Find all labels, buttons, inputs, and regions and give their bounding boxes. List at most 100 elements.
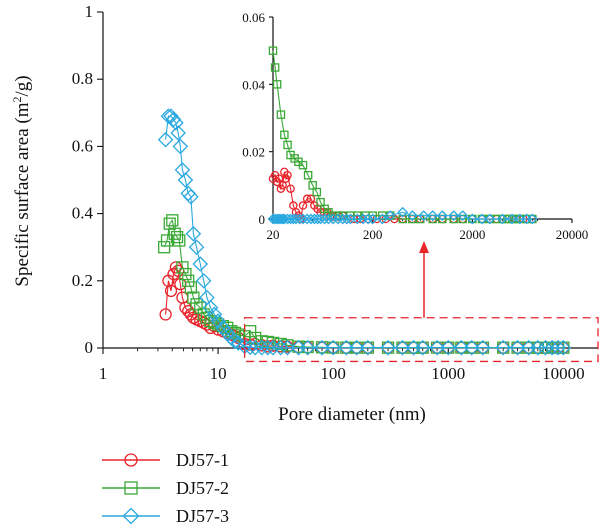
main-point-dj57-3 — [550, 339, 566, 356]
main-y-tick-label: 0.4 — [72, 204, 94, 223]
inset-point-dj57-3 — [384, 210, 396, 222]
main-point-dj57-2 — [179, 267, 192, 281]
inset-point-dj57-2 — [272, 80, 282, 89]
legend-marker-dj57-2 — [124, 481, 138, 495]
inset-point-dj57-3 — [496, 213, 508, 225]
main-point-dj57-3 — [495, 339, 511, 356]
main-point-dj57-3 — [227, 333, 243, 350]
inset-point-dj57-2 — [283, 140, 292, 150]
legend-marker-dj57-3 — [122, 507, 140, 525]
main-point-dj57-3 — [544, 339, 560, 356]
main-point-dj57-3 — [177, 172, 194, 188]
main-point-dj57-3 — [206, 306, 223, 323]
inset-point-dj57-3 — [312, 213, 323, 225]
main-axes: 0 0.2 0.4 0.6 0.8 1 1 10 100 1000 10000 — [72, 2, 598, 383]
inset-point-dj57-3 — [297, 213, 309, 225]
inset-point-dj57-3 — [448, 210, 460, 222]
inset-point-dj57-1 — [283, 170, 292, 180]
main-point-dj57-3 — [555, 339, 572, 356]
inset-point-dj57-3 — [427, 210, 439, 222]
inset-point-dj57-3 — [332, 213, 344, 225]
inset-point-dj57-3 — [294, 213, 306, 225]
main-point-dj57-2 — [204, 314, 217, 328]
inset-point-dj57-1 — [278, 181, 287, 190]
main-point-dj57-3 — [463, 339, 480, 356]
main-series-layer — [157, 108, 572, 356]
inset-point-dj57-3 — [301, 213, 313, 225]
inset-point-dj57-2 — [270, 63, 280, 72]
legend-marker-dj57-1 — [124, 453, 138, 467]
main-y-tick-label: 0.8 — [72, 69, 93, 88]
inset-point-dj57-3 — [476, 213, 488, 225]
inset-point-dj57-3 — [484, 213, 496, 225]
inset-x-tick-label: 200 — [363, 227, 383, 242]
legend-label-dj57-3: DJ57-3 — [176, 506, 229, 526]
main-point-dj57-2 — [197, 308, 210, 321]
main-point-dj57-3 — [247, 339, 263, 356]
main-point-dj57-3 — [195, 273, 212, 289]
main-point-dj57-3 — [265, 339, 281, 356]
main-point-dj57-3 — [453, 339, 470, 356]
main-point-dj57-3 — [185, 225, 202, 242]
main-x-tick-label: 10000 — [542, 364, 585, 383]
main-point-dj57-3 — [259, 339, 276, 356]
main-point-dj57-3 — [192, 256, 209, 272]
legend: DJ57-1 DJ57-2 DJ57-3 — [102, 450, 229, 526]
inset-point-dj57-3 — [418, 210, 430, 222]
inset-point-dj57-3 — [341, 213, 353, 225]
inset-point-dj57-2 — [312, 187, 322, 197]
inset-point-dj57-1 — [286, 184, 295, 193]
y-axis-title-tail: /g) — [12, 75, 33, 96]
y-axis-title-main: Specific surface area (m — [12, 102, 33, 286]
main-y-tick-label: 1 — [85, 2, 94, 21]
inset-point-dj57-3 — [526, 213, 538, 225]
main-point-dj57-3 — [170, 125, 186, 141]
y-axis-title-superscript: 2 — [10, 97, 24, 103]
inset-point-dj57-1 — [306, 194, 316, 204]
main-point-dj57-1 — [169, 261, 183, 274]
main-y-tick-label: 0 — [85, 338, 94, 357]
main-x-tick-label: 100 — [320, 364, 346, 383]
main-point-dj57-2 — [187, 291, 200, 304]
inset-point-dj57-1 — [302, 194, 312, 204]
inset-background — [272, 16, 572, 221]
main-point-dj57-3 — [202, 299, 219, 316]
inset-point-dj57-2 — [298, 160, 308, 170]
main-point-dj57-3 — [537, 339, 554, 356]
main-point-dj57-2 — [184, 281, 198, 294]
inset-y-tick-label: 0.02 — [242, 145, 265, 160]
main-y-tick-label: 0.6 — [72, 136, 93, 155]
inset-point-dj57-3 — [367, 213, 379, 225]
main-point-dj57-2 — [168, 227, 181, 240]
legend-label-dj57-1: DJ57-1 — [176, 450, 229, 470]
inset-point-dj57-3 — [277, 213, 289, 225]
x-axis-title: Pore diameter (nm) — [278, 404, 426, 425]
inset-x-tick-label: 20 — [267, 227, 280, 242]
main-point-dj57-2 — [173, 234, 186, 247]
main-point-dj57-2 — [160, 234, 174, 247]
inset-series-layer — [267, 46, 538, 225]
main-point-dj57-3 — [530, 339, 546, 356]
main-point-dj57-3 — [299, 339, 316, 356]
y-axis-title: Specific surface area (m2/g) — [10, 75, 33, 286]
inset-point-dj57-3 — [315, 213, 326, 225]
main-point-dj57-3 — [380, 339, 396, 356]
main-point-dj57-3 — [279, 339, 296, 356]
main-y-tick-label: 0.2 — [72, 271, 93, 290]
main-point-dj57-3 — [348, 339, 365, 356]
main-point-dj57-3 — [338, 339, 355, 356]
main-point-dj57-3 — [168, 115, 184, 131]
main-point-dj57-3 — [360, 339, 376, 356]
main-point-dj57-3 — [188, 239, 205, 255]
inset-x-tick-label: 2000 — [459, 227, 485, 242]
inset-point-dj57-2 — [276, 110, 286, 119]
inset-point-dj57-2 — [303, 170, 313, 180]
main-point-dj57-2 — [249, 331, 262, 345]
main-point-dj57-3 — [165, 111, 182, 128]
main-x-tick-label: 1 — [99, 364, 108, 383]
main-point-dj57-3 — [440, 339, 457, 356]
inset-point-dj57-3 — [290, 213, 302, 225]
inset-point-dj57-3 — [376, 213, 388, 225]
main-point-dj57-2 — [158, 241, 171, 254]
inset-point-dj57-3 — [319, 213, 331, 225]
